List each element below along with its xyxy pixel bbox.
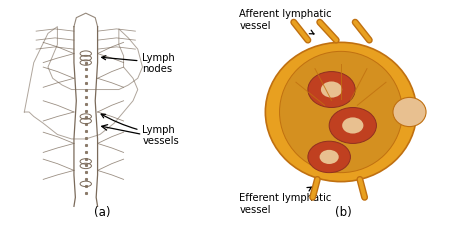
Ellipse shape (308, 142, 350, 173)
Ellipse shape (280, 52, 402, 173)
Text: Efferent lymphatic
vessel: Efferent lymphatic vessel (239, 187, 332, 214)
Ellipse shape (319, 150, 339, 164)
Text: Afferent lymphatic
vessel: Afferent lymphatic vessel (239, 9, 332, 35)
Ellipse shape (393, 98, 426, 127)
Text: Lymph
nodes: Lymph nodes (102, 53, 175, 74)
Ellipse shape (265, 43, 417, 182)
Ellipse shape (321, 82, 342, 98)
Ellipse shape (308, 72, 355, 108)
Text: (a): (a) (94, 205, 110, 218)
Ellipse shape (329, 108, 376, 144)
Text: Lymph
vessels: Lymph vessels (101, 115, 179, 146)
Ellipse shape (342, 118, 364, 134)
Text: (b): (b) (335, 205, 352, 218)
